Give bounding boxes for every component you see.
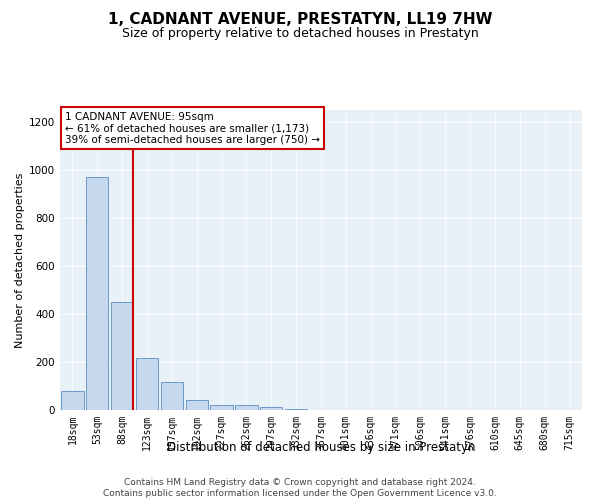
Bar (136, 358, 158, 410)
Bar (161, 382, 183, 410)
Bar (111, 302, 133, 410)
Text: Contains HM Land Registry data © Crown copyright and database right 2024.
Contai: Contains HM Land Registry data © Crown c… (103, 478, 497, 498)
Bar (86, 177, 109, 410)
Bar (235, 405, 257, 410)
Bar (211, 405, 233, 410)
Text: Distribution of detached houses by size in Prestatyn: Distribution of detached houses by size … (167, 441, 475, 454)
Bar (61, 391, 83, 410)
Text: Size of property relative to detached houses in Prestatyn: Size of property relative to detached ho… (122, 28, 478, 40)
Text: 1 CADNANT AVENUE: 95sqm
← 61% of detached houses are smaller (1,173)
39% of semi: 1 CADNANT AVENUE: 95sqm ← 61% of detache… (65, 112, 320, 144)
Bar (260, 407, 283, 410)
Bar (285, 409, 307, 410)
Bar (185, 400, 208, 410)
Text: 1, CADNANT AVENUE, PRESTATYN, LL19 7HW: 1, CADNANT AVENUE, PRESTATYN, LL19 7HW (108, 12, 492, 28)
Y-axis label: Number of detached properties: Number of detached properties (15, 172, 25, 348)
